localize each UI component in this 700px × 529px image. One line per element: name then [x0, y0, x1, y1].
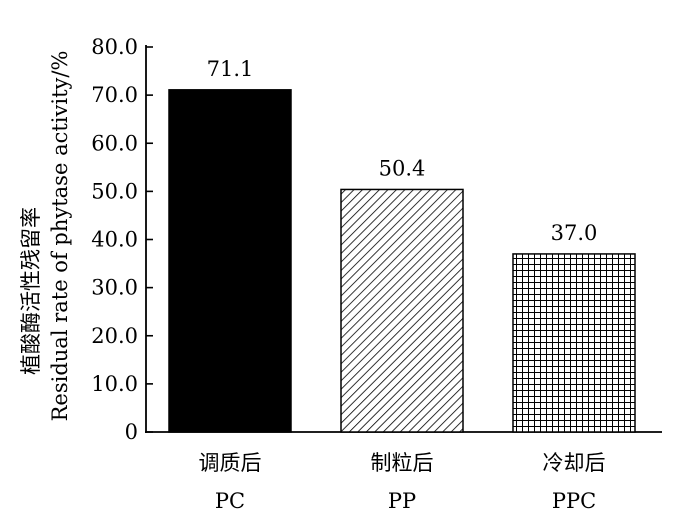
y-tick-label-7: 70.0	[91, 83, 138, 107]
y-tick-label-4: 40.0	[91, 228, 138, 252]
y-axis-title-zh: 植酸酶活性残留率	[19, 207, 43, 375]
value-label-pp: 50.4	[379, 156, 426, 180]
value-label-ppc: 37.0	[551, 221, 598, 245]
category-label-en-ppc: PPC	[552, 489, 596, 513]
value-label-pc: 71.1	[207, 57, 254, 81]
y-tick-label-3: 30.0	[91, 276, 138, 300]
category-label-zh-pc: 调质后	[199, 451, 262, 475]
category-label-en-pc: PC	[215, 489, 245, 513]
bar-pp	[340, 188, 464, 433]
y-tick-label-6: 60.0	[91, 131, 138, 155]
plot-area: 0 10.0 20.0 30.0 40.0 50.0 60.0 70.0 80.0 71.1 调质后…	[91, 35, 662, 513]
category-label-en-pp: PP	[388, 489, 416, 513]
y-tick-label-1: 10.0	[91, 372, 138, 396]
bar-pc	[168, 89, 292, 433]
y-tick-label-8: 80.0	[91, 35, 138, 59]
y-axis-title: 植酸酶活性残留率 Residual rate of phytase activi…	[19, 51, 72, 422]
category-label-zh-pp: 制粒后	[371, 451, 434, 475]
category-label-zh-ppc: 冷却后	[543, 451, 606, 475]
y-tick-label-5: 50.0	[91, 179, 138, 203]
bar-ppc	[512, 253, 636, 433]
y-axis-title-en: Residual rate of phytase activity/%	[48, 51, 72, 422]
y-tick-label-0: 0	[125, 420, 138, 444]
y-tick-label-2: 20.0	[91, 324, 138, 348]
